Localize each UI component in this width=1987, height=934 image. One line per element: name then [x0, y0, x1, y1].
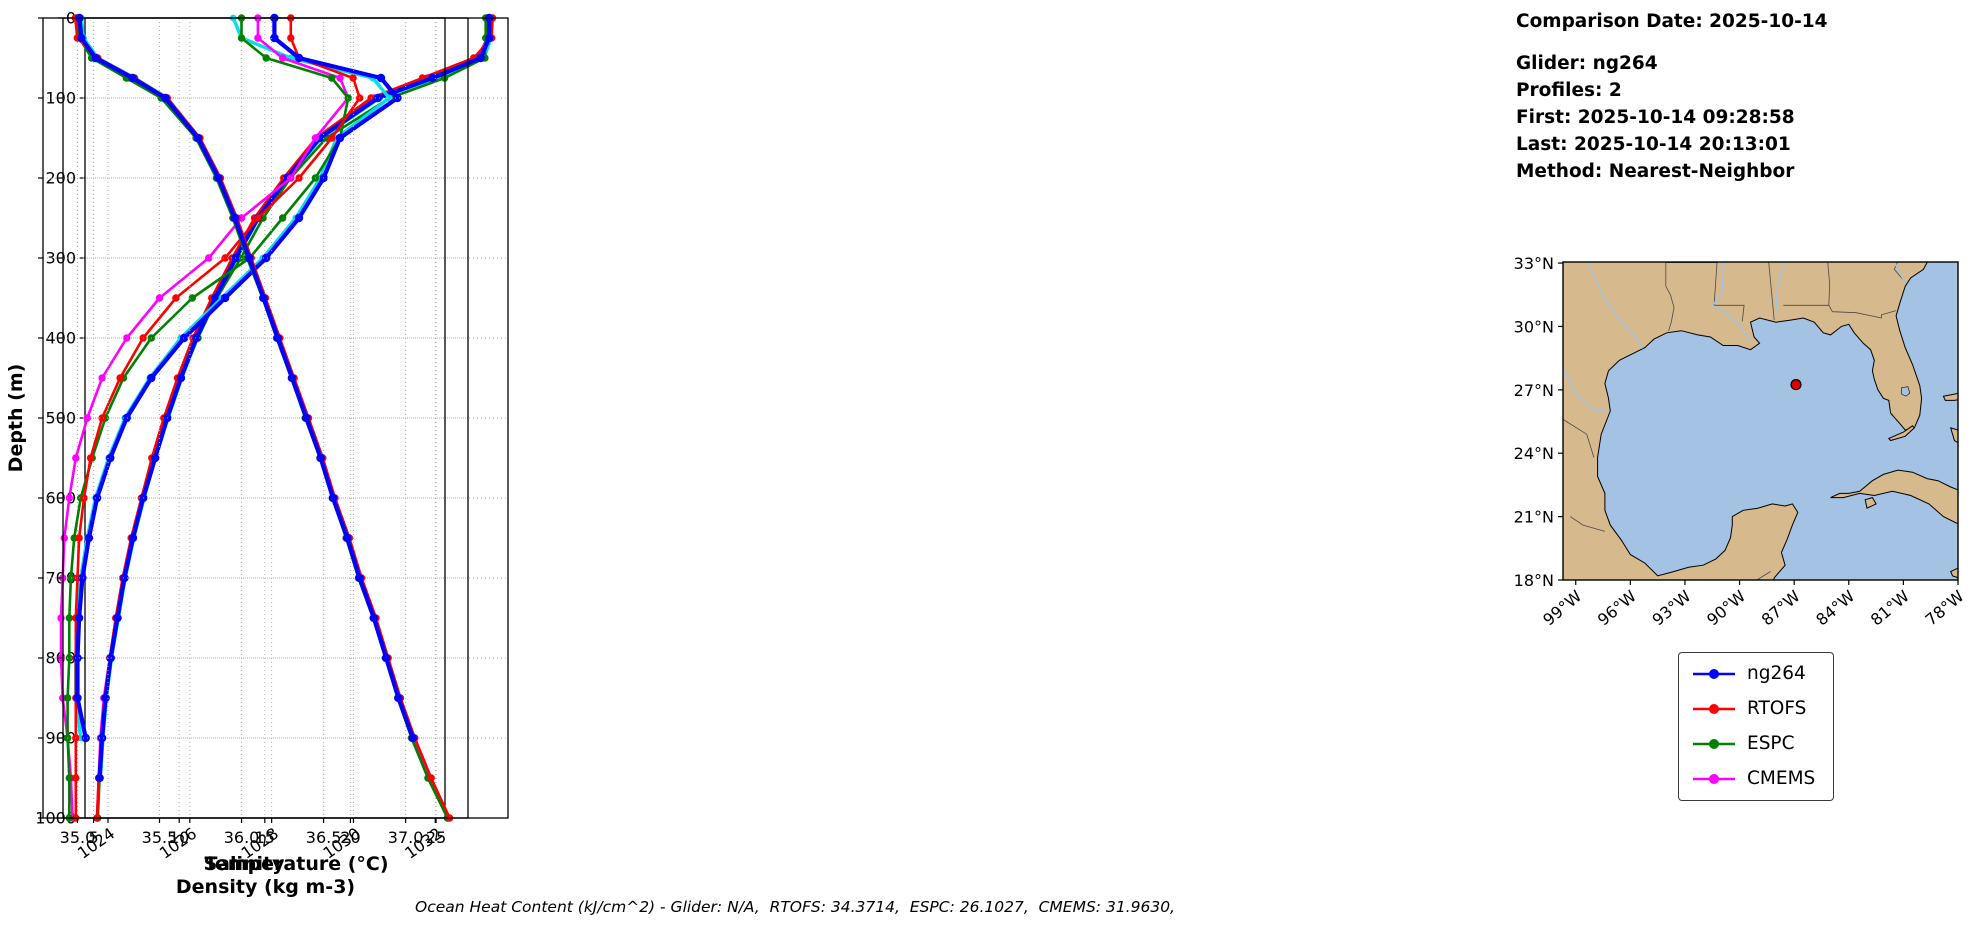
map-lat-tick-label: 24°N: [1514, 444, 1554, 463]
density-xlabel: Density (kg m-3): [176, 876, 355, 898]
svg-text:1030: 1030: [319, 824, 363, 863]
svg-text:37.0: 37.0: [388, 828, 424, 847]
depth-axis-label: Depth (m): [5, 364, 27, 473]
first-profile-time-text: First: 2025-10-14 09:28:58: [1516, 107, 1795, 128]
info-spacer: [1516, 35, 1976, 50]
map-lat-tick-label: 27°N: [1514, 381, 1554, 400]
glider-name-text: Glider: ng264: [1516, 53, 1658, 74]
map-lon-tick-label: 81°W: [1867, 586, 1913, 629]
glider-position-marker: [1790, 379, 1802, 391]
svg-text:1024: 1024: [74, 824, 118, 863]
legend-line-marker-icon: [1693, 669, 1735, 679]
legend-label: ng264: [1747, 663, 1806, 684]
svg-text:1028: 1028: [238, 824, 282, 863]
land-polygon: [1563, 262, 1928, 580]
series-ng264: [75, 13, 417, 743]
political-border: [1783, 304, 1897, 319]
river: [1586, 262, 1643, 349]
land-polygon: [1830, 469, 1958, 524]
legend-label: RTOFS: [1747, 698, 1807, 719]
series-ESPC: [73, 14, 452, 822]
political-border: [1893, 262, 1906, 283]
svg-text:15: 15: [255, 828, 275, 847]
density-profile-chart: 1024 1026 1028 1030 1032 Density (kg m-3): [0, 0, 490, 909]
map-lat-tick-label: 18°N: [1514, 571, 1554, 590]
lake: [1901, 386, 1911, 397]
svg-text:10: 10: [169, 828, 189, 847]
land-polygon: [1949, 427, 1958, 444]
political-border: [1570, 516, 1606, 532]
legend-item-espc: ESPC: [1691, 733, 1815, 755]
legend-line-marker-icon: [1693, 739, 1735, 749]
land-polygon: [1864, 497, 1877, 509]
map-lon-tick-label: 87°W: [1758, 586, 1804, 629]
political-border: [1768, 262, 1775, 321]
map-lon-tick-label: 90°W: [1703, 586, 1749, 629]
map-svg: 33°N 30°N 27°N 24°N 21°N 18°N99°W 96°W 93°W 90°W…: [1514, 254, 1970, 629]
map-lon-tick-label: 96°W: [1594, 586, 1640, 629]
map-lon-tick-label: 78°W: [1922, 586, 1968, 629]
map-lon-tick-label: 99°W: [1539, 586, 1585, 629]
svg-text:35.5: 35.5: [142, 828, 178, 847]
legend-item-rtofs: RTOFS: [1691, 698, 1815, 720]
legend-label: ESPC: [1747, 733, 1795, 754]
map-lat-tick-label: 21°N: [1514, 508, 1554, 527]
temperature-xlabel: Temperature (°C): [204, 853, 388, 875]
political-border: [1563, 419, 1595, 458]
legend: ng264 RTOFS ESPC CMEMS: [1678, 652, 1835, 801]
map-lat-tick-label: 30°N: [1514, 317, 1554, 336]
political-border: [1827, 262, 1831, 306]
legend-line-marker-icon: [1693, 704, 1735, 714]
svg-text:5: 5: [88, 828, 98, 847]
svg-text:36.5: 36.5: [306, 828, 342, 847]
political-border: [1665, 262, 1675, 331]
legend-item-ng264: ng264: [1691, 663, 1815, 685]
legend-item-cmems: CMEMS: [1691, 768, 1815, 790]
land-polygon: [1950, 567, 1958, 579]
river: [1563, 368, 1610, 413]
svg-text:36.0: 36.0: [224, 828, 260, 847]
land-polygon: [1887, 425, 1915, 442]
salinity-xlabel: Salinity: [203, 853, 285, 875]
legend-label: CMEMS: [1747, 768, 1816, 789]
ocean-heat-content-note: Ocean Heat Content (kJ/cm^2) - Glider: N…: [415, 898, 1175, 916]
river: [1711, 262, 1752, 341]
profiles-count-text: Profiles: 2: [1516, 80, 1622, 101]
svg-text:35.0: 35.0: [60, 828, 96, 847]
land-polygon: [1942, 392, 1958, 401]
svg-text:1026: 1026: [156, 824, 200, 863]
political-border: [1756, 571, 1771, 580]
gulf-of-mexico-map: 33°N 30°N 27°N 24°N 21°N 18°N 99°W 96°W 93°W 90°W…: [1500, 198, 1987, 667]
map-lon-tick-label: 84°W: [1812, 586, 1858, 629]
last-profile-time-text: Last: 2025-10-14 20:13:01: [1516, 134, 1791, 155]
method-text: Method: Nearest-Neighbor: [1516, 161, 1795, 182]
river: [1775, 262, 1785, 314]
comparison-date-text: Comparison Date: 2025-10-14: [1516, 11, 1828, 32]
svg-text:1032: 1032: [401, 824, 445, 863]
political-border: [1713, 262, 1745, 322]
map-lat-tick-label: 33°N: [1514, 254, 1554, 273]
svg-text:25: 25: [426, 828, 446, 847]
map-lon-tick-label: 93°W: [1648, 586, 1694, 629]
land-polygon: [1965, 451, 1970, 460]
svg-text:20: 20: [340, 828, 360, 847]
density-plot-svg: 1024 1026 1028 1030 1032 Density (kg m-3): [58, 13, 469, 898]
river: [1893, 262, 1906, 284]
info-panel: Comparison Date: 2025-10-14 Glider: ng26…: [1516, 8, 1976, 185]
legend-line-marker-icon: [1693, 774, 1735, 784]
series-ng264-profile-2: [78, 14, 417, 742]
